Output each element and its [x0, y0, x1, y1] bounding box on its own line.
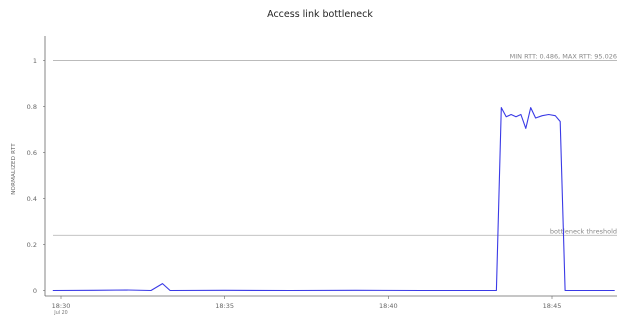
y-tick-label: 1: [33, 57, 37, 65]
y-tick-label: 0.4: [27, 195, 37, 203]
x-tick-label: 18:40: [379, 302, 398, 310]
y-tick-label: 0.8: [27, 103, 37, 111]
y-tick-label: 0.2: [27, 241, 37, 249]
y-axis-label: NORMALIZED RTT: [11, 143, 17, 195]
x-tick-sublabel: Jul 20: [53, 310, 67, 316]
series-line: [52, 107, 615, 292]
reference-line-label: MIN RTT: 0.486, MAX RTT: 95.026: [510, 53, 617, 61]
x-tick-label: 18:30: [52, 302, 71, 310]
reference-line-label: bottleneck threshold: [550, 227, 617, 235]
x-tick-label: 18:45: [543, 302, 562, 310]
y-tick-label: 0: [33, 287, 37, 295]
x-tick-label: 18:35: [215, 302, 234, 310]
chart-title: Access link bottleneck: [267, 9, 373, 20]
y-tick-label: 0.6: [27, 149, 37, 157]
